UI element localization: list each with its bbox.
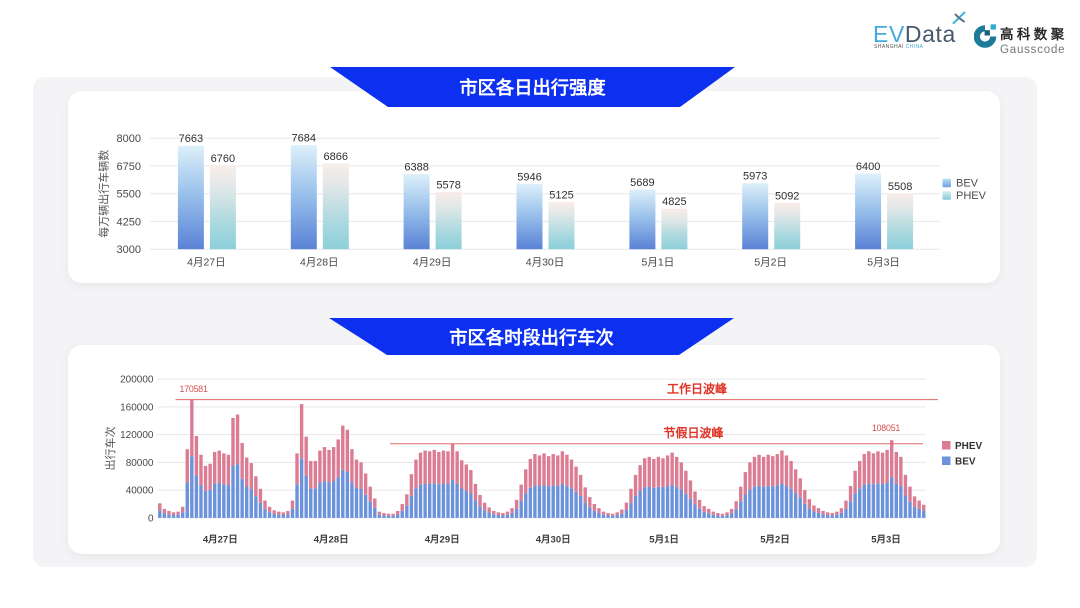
svg-text:120000: 120000: [120, 430, 154, 441]
svg-text:4月27日: 4月27日: [187, 257, 226, 269]
svg-text:BEV: BEV: [955, 457, 976, 468]
svg-text:3000: 3000: [117, 244, 141, 256]
svg-text:出行车次: 出行车次: [103, 427, 117, 471]
svg-text:6750: 6750: [117, 161, 141, 173]
svg-text:4月28日: 4月28日: [300, 257, 339, 269]
svg-text:4月30日: 4月30日: [526, 257, 565, 269]
svg-text:5月2日: 5月2日: [760, 535, 790, 546]
svg-text:5月3日: 5月3日: [867, 257, 900, 269]
svg-text:7684: 7684: [292, 133, 316, 145]
svg-text:BEV: BEV: [956, 178, 979, 190]
svg-text:4月29日: 4月29日: [425, 535, 460, 546]
svg-text:170581: 170581: [180, 384, 208, 394]
svg-text:PHEV: PHEV: [955, 441, 983, 452]
svg-text:6760: 6760: [211, 153, 235, 165]
svg-text:6388: 6388: [404, 162, 428, 174]
svg-text:7663: 7663: [179, 133, 203, 145]
svg-text:5973: 5973: [743, 171, 767, 183]
svg-text:节假日波峰: 节假日波峰: [663, 425, 724, 440]
svg-text:200000: 200000: [120, 375, 154, 386]
svg-text:6866: 6866: [324, 151, 348, 163]
svg-text:工作日波峰: 工作日波峰: [667, 381, 728, 396]
svg-text:5578: 5578: [436, 180, 460, 192]
svg-text:80000: 80000: [126, 458, 154, 469]
svg-text:4250: 4250: [117, 216, 141, 228]
svg-text:4825: 4825: [662, 196, 686, 208]
svg-text:160000: 160000: [120, 402, 154, 413]
svg-text:每万辆出行车辆数: 每万辆出行车辆数: [97, 150, 111, 238]
svg-text:5092: 5092: [775, 190, 799, 202]
svg-text:0: 0: [148, 513, 154, 524]
svg-text:8000: 8000: [117, 133, 141, 145]
svg-text:5月3日: 5月3日: [871, 535, 901, 546]
svg-text:40000: 40000: [126, 486, 154, 497]
svg-text:6400: 6400: [856, 161, 880, 173]
svg-text:PHEV: PHEV: [956, 190, 987, 202]
svg-text:4月30日: 4月30日: [536, 535, 571, 546]
svg-text:5946: 5946: [517, 171, 541, 183]
svg-text:4月27日: 4月27日: [203, 535, 238, 546]
svg-text:5月2日: 5月2日: [754, 257, 787, 269]
svg-text:5125: 5125: [549, 190, 573, 202]
svg-text:5月1日: 5月1日: [642, 257, 675, 269]
svg-text:108051: 108051: [872, 423, 900, 433]
svg-text:5月1日: 5月1日: [649, 535, 679, 546]
svg-text:5508: 5508: [888, 181, 912, 193]
svg-text:5500: 5500: [117, 189, 141, 201]
svg-text:5689: 5689: [630, 177, 654, 189]
svg-text:4月28日: 4月28日: [314, 535, 349, 546]
svg-text:4月29日: 4月29日: [413, 257, 452, 269]
